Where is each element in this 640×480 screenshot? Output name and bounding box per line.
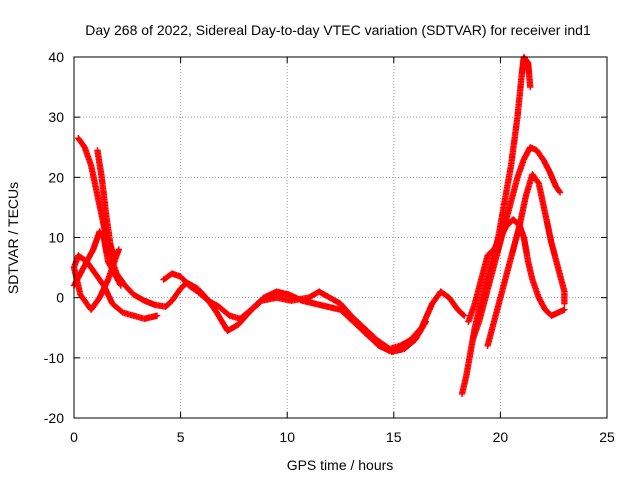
y-tick-label: -10 xyxy=(44,350,64,366)
x-tick-label: 5 xyxy=(177,429,185,445)
y-tick-label: 10 xyxy=(48,230,64,246)
x-tick-label: 25 xyxy=(599,429,615,445)
series-track-g xyxy=(465,216,568,325)
y-tick-label: 30 xyxy=(48,109,64,125)
point-markers xyxy=(484,171,568,349)
series-track-h xyxy=(484,171,568,349)
data-points xyxy=(70,53,568,398)
series-track-d xyxy=(160,270,429,355)
chart-title: Day 268 of 2022, Sidereal Day-to-day VTE… xyxy=(85,22,591,38)
axis-ticks: 0 5 10 15 20 25 -20 -10 0 10 20 30 40 xyxy=(44,49,615,445)
point-markers xyxy=(465,216,568,325)
x-axis-title: GPS time / hours xyxy=(287,457,394,473)
point-markers xyxy=(70,147,161,322)
series-track-b xyxy=(70,147,161,322)
y-axis-title: SDTVAR / TECUs xyxy=(5,182,21,294)
x-tick-label: 10 xyxy=(279,429,295,445)
x-tick-label: 20 xyxy=(493,429,509,445)
y-tick-label: -20 xyxy=(44,410,64,426)
x-tick-label: 0 xyxy=(70,429,78,445)
y-tick-label: 0 xyxy=(56,290,64,306)
point-markers xyxy=(160,270,429,355)
y-tick-label: 40 xyxy=(48,49,64,65)
y-tick-label: 20 xyxy=(48,169,64,185)
x-tick-label: 15 xyxy=(386,429,402,445)
